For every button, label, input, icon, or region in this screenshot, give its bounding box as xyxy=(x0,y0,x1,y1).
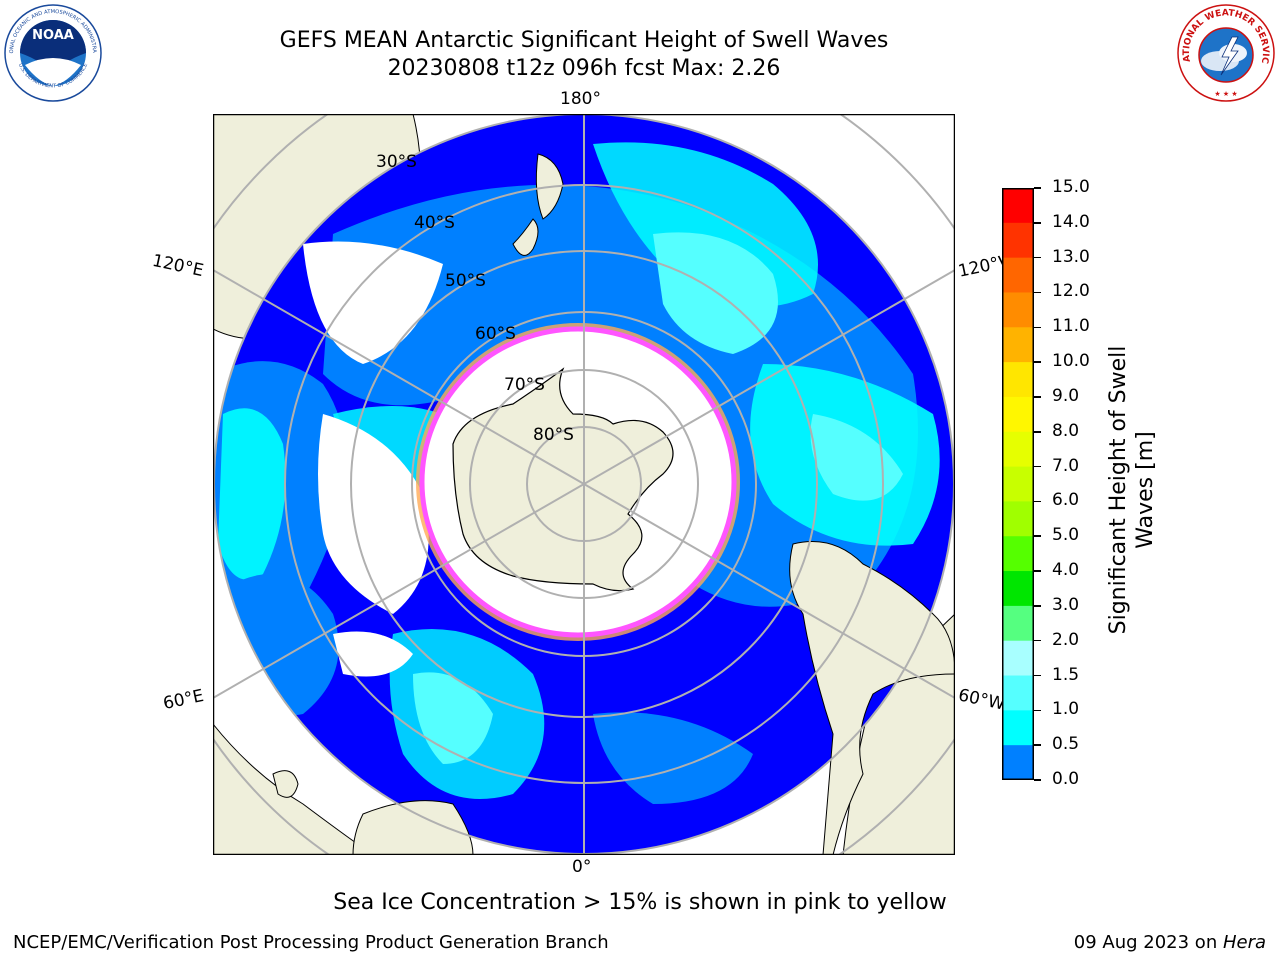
lat-label-50s: 50°S xyxy=(445,271,486,291)
map-title: GEFS MEAN Antarctic Significant Height o… xyxy=(279,28,889,53)
colorbar-segment xyxy=(1002,536,1034,572)
colorbar-title: Significant Height of Swell Waves [m] xyxy=(1102,330,1162,650)
colorbar-segment xyxy=(1002,501,1034,537)
nws-logo: NATIONAL WEATHER SERVICE ★ ★ ★ xyxy=(1176,3,1275,102)
producer-credit: NCEP/EMC/Verification Post Processing Pr… xyxy=(13,932,609,953)
lat-label-60s: 60°S xyxy=(475,324,516,344)
colorbar-tick-label: 10.0 xyxy=(1052,351,1090,372)
colorbar-tick-label: 8.0 xyxy=(1052,420,1080,441)
colorbar-segment xyxy=(1002,222,1034,259)
colorbar-tick-mark xyxy=(1034,187,1041,189)
colorbar-segment xyxy=(1002,362,1034,398)
colorbar-tick-label: 5.0 xyxy=(1052,525,1080,546)
africa-land xyxy=(352,800,474,855)
colorbar-segment xyxy=(1002,745,1034,780)
colorbar-tick-label: 3.0 xyxy=(1052,594,1080,615)
colorbar-tick-label: 0.5 xyxy=(1052,734,1080,755)
noaa-logo: NOAA NATIONAL OCEANIC AND ATMOSPHERIC AD… xyxy=(3,3,102,102)
colorbar-tick-mark xyxy=(1034,465,1041,468)
colorbar-tick-label: 4.0 xyxy=(1052,560,1080,581)
colorbar-tick-mark xyxy=(1034,326,1041,329)
colorbar-tick-mark xyxy=(1034,431,1041,433)
colorbar-tick-label: 9.0 xyxy=(1052,385,1080,406)
colorbar-title-line2: Waves [m] xyxy=(1133,431,1158,549)
colorbar-title-line1: Significant Height of Swell xyxy=(1106,345,1131,635)
noaa-logo-text: NOAA xyxy=(32,28,74,43)
colorbar-tick-mark xyxy=(1034,779,1041,781)
colorbar-tick-mark xyxy=(1034,535,1041,537)
colorbar-tick-mark xyxy=(1034,744,1041,746)
lat-label-30s: 30°S xyxy=(376,152,417,172)
lon-label-60w: 60°W xyxy=(956,685,1007,715)
colorbar-tick-mark xyxy=(1034,639,1041,642)
colorbar-tick-mark xyxy=(1034,605,1041,607)
lon-label-60e: 60°E xyxy=(161,685,206,715)
colorbar-segment xyxy=(1002,640,1034,677)
colorbar-segment xyxy=(1002,292,1034,328)
colorbar-segment xyxy=(1002,188,1034,224)
colorbar-segment xyxy=(1002,571,1034,607)
colorbar-tick-mark xyxy=(1034,709,1041,712)
map-subtitle: 20230808 t12z 096h fcst Max: 2.26 xyxy=(387,56,781,81)
colorbar-tick-label: 13.0 xyxy=(1052,246,1090,267)
colorbar-segment xyxy=(1002,605,1034,642)
colorbar-tick-label: 7.0 xyxy=(1052,455,1080,476)
polar-map xyxy=(213,114,955,855)
colorbar xyxy=(1002,188,1034,780)
colorbar-tick-label: 2.0 xyxy=(1052,629,1080,650)
machine-name: Hera xyxy=(1222,932,1266,953)
colorbar-tick-mark xyxy=(1034,256,1041,259)
colorbar-tick-label: 1.5 xyxy=(1052,664,1080,685)
colorbar-tick-mark xyxy=(1034,222,1041,224)
run-date: 09 Aug 2023 on Hera xyxy=(1073,932,1266,953)
colorbar-tick-label: 11.0 xyxy=(1052,316,1090,337)
lat-label-40s: 40°S xyxy=(414,213,455,233)
colorbar-tick-label: 15.0 xyxy=(1052,177,1090,197)
lon-label-120e: 120°E xyxy=(150,250,206,282)
svg-text:★ ★ ★: ★ ★ ★ xyxy=(1214,90,1237,98)
lat-label-70s: 70°S xyxy=(504,375,545,395)
lon-label-0: 0° xyxy=(572,857,592,877)
colorbar-tick-mark xyxy=(1034,570,1041,572)
colorbar-tick-label: 14.0 xyxy=(1052,211,1090,232)
colorbar-tick-label: 12.0 xyxy=(1052,281,1090,302)
lat-label-80s: 80°S xyxy=(533,425,574,445)
colorbar-tick-mark xyxy=(1034,396,1041,398)
colorbar-segment xyxy=(1002,466,1034,502)
colorbar-segment xyxy=(1002,396,1034,433)
colorbar-segment xyxy=(1002,257,1034,293)
colorbar-segment xyxy=(1002,675,1034,711)
colorbar-tick-mark xyxy=(1034,500,1041,503)
colorbar-tick-label: 6.0 xyxy=(1052,490,1080,511)
lon-label-180: 180° xyxy=(560,89,601,109)
colorbar-tick-mark xyxy=(1034,291,1041,294)
colorbar-segment xyxy=(1002,431,1034,468)
colorbar-segment xyxy=(1002,710,1034,746)
colorbar-tick-label: 1.0 xyxy=(1052,699,1080,720)
south-america-land xyxy=(789,541,955,855)
colorbar-tick-label: 0.0 xyxy=(1052,769,1080,789)
colorbar-segment xyxy=(1002,327,1034,363)
colorbar-tick-mark xyxy=(1034,674,1041,677)
colorbar-tick-mark xyxy=(1034,361,1041,363)
sea-ice-note: Sea Ice Concentration > 15% is shown in … xyxy=(333,890,947,915)
